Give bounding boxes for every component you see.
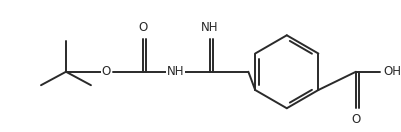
Text: O: O: [101, 65, 111, 78]
Text: O: O: [350, 113, 360, 126]
Text: NH: NH: [166, 65, 184, 78]
Text: OH: OH: [383, 65, 401, 78]
Text: NH: NH: [201, 21, 218, 34]
Text: O: O: [138, 21, 147, 34]
